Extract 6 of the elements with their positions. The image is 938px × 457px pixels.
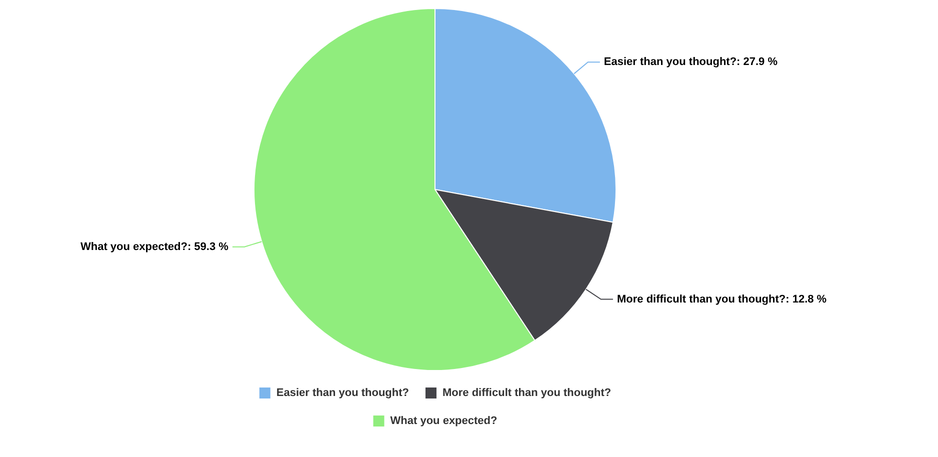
legend-label: Easier than you thought? [276,387,410,400]
data-label: More difficult than you thought?: 12.8 % [616,293,827,306]
legend-label: More difficult than you thought? [442,387,612,400]
data-label: Easier than you thought?: 27.9 % [604,56,778,68]
legend-label: What you expected? [390,415,498,428]
data-label: What you expected?: 59.3 % [80,240,229,253]
